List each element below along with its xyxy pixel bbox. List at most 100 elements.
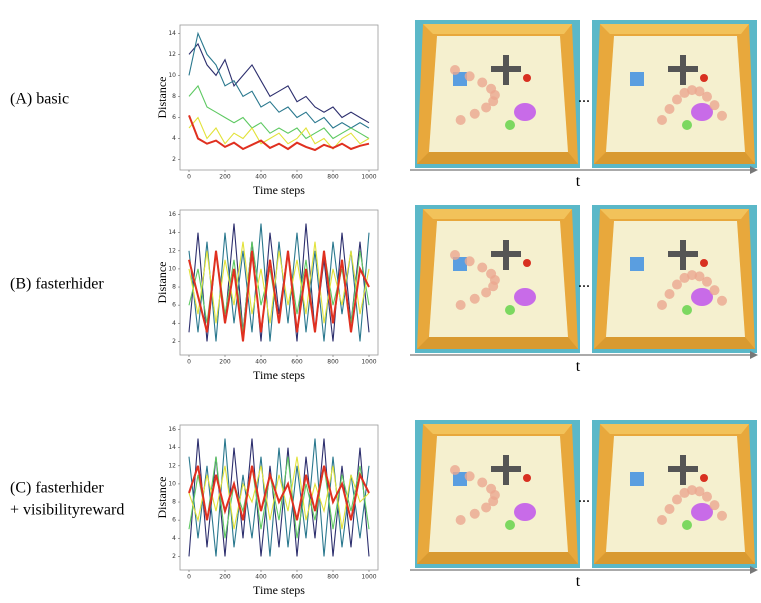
- wall-front: [594, 152, 755, 164]
- trail: [657, 115, 667, 125]
- ramp: [691, 103, 713, 121]
- trail: [672, 494, 682, 505]
- box: [630, 72, 644, 86]
- agent: [505, 305, 515, 315]
- trail: [672, 94, 682, 105]
- trail: [481, 102, 492, 113]
- trail: [488, 496, 499, 507]
- trail: [455, 515, 466, 525]
- cross-b: [491, 251, 521, 257]
- y-axis-label: Distance: [155, 262, 169, 304]
- trail: [709, 285, 720, 296]
- agent: [682, 305, 692, 315]
- x-tick-label: 600: [291, 174, 303, 181]
- y-tick-label: 10: [168, 265, 176, 272]
- y-tick-label: 12: [168, 51, 176, 58]
- y-tick-label: 4: [172, 535, 176, 542]
- x-tick-label: 200: [219, 574, 231, 581]
- trail: [702, 91, 712, 102]
- trail: [477, 77, 488, 88]
- trail: [477, 477, 488, 488]
- x-tick-label: 400: [255, 174, 267, 181]
- trail: [664, 289, 675, 300]
- time-label: t: [576, 173, 581, 190]
- ramp: [514, 103, 536, 121]
- y-tick-label: 8: [172, 284, 176, 291]
- trail: [455, 115, 466, 125]
- trail: [702, 491, 712, 502]
- ramp: [691, 503, 713, 521]
- agent: [700, 474, 708, 482]
- x-tick-label: 1000: [361, 574, 376, 581]
- scene: [592, 420, 757, 568]
- trail: [664, 104, 675, 115]
- cross-b: [491, 466, 521, 472]
- trail: [481, 287, 492, 298]
- row-label: + visibilityreward: [10, 502, 124, 519]
- trail: [481, 502, 492, 513]
- x-tick-label: 1000: [361, 174, 376, 181]
- agent: [505, 520, 515, 530]
- scene: [592, 20, 757, 168]
- plot-frame: [179, 209, 379, 356]
- x-tick-label: 400: [255, 574, 267, 581]
- y-tick-label: 4: [172, 320, 176, 327]
- scene: [592, 205, 757, 353]
- series-line: [188, 115, 370, 152]
- trail: [455, 300, 466, 310]
- box: [453, 472, 467, 486]
- trail: [657, 300, 667, 310]
- ramp: [514, 288, 536, 306]
- agent: [505, 120, 515, 130]
- cross-b: [668, 466, 698, 472]
- y-tick-label: 2: [172, 338, 176, 345]
- agent: [523, 474, 531, 482]
- trail: [717, 295, 727, 306]
- trail: [657, 515, 667, 525]
- floor: [606, 36, 745, 152]
- row-label: (A) basic: [10, 91, 69, 108]
- trail: [488, 96, 499, 107]
- x-tick-label: 0: [187, 174, 191, 181]
- wall-top: [423, 424, 572, 434]
- agent: [700, 259, 708, 267]
- wall-top: [423, 24, 572, 34]
- wall-front: [594, 337, 755, 349]
- y-tick-label: 10: [168, 72, 176, 79]
- trail: [469, 508, 480, 519]
- series-line: [188, 31, 370, 129]
- scene: [415, 205, 580, 353]
- y-tick-label: 2: [172, 156, 176, 163]
- y-tick-label: 6: [172, 114, 176, 121]
- trail: [694, 271, 705, 282]
- time-label: t: [576, 358, 581, 375]
- trail: [717, 510, 727, 521]
- series-line: [188, 465, 370, 521]
- box: [453, 257, 467, 271]
- y-tick-label: 4: [172, 135, 176, 142]
- x-tick-label: 1000: [361, 359, 376, 366]
- scene: [415, 420, 580, 568]
- cross-b: [668, 66, 698, 72]
- trail: [488, 281, 499, 292]
- y-tick-label: 12: [168, 462, 176, 469]
- series-line: [188, 84, 370, 140]
- x-tick-label: 200: [219, 359, 231, 366]
- trail: [709, 100, 720, 111]
- trail: [450, 65, 460, 75]
- series-line: [188, 438, 370, 557]
- trail: [469, 108, 480, 119]
- trail: [679, 272, 690, 283]
- trail: [450, 465, 460, 475]
- wall-top: [600, 424, 749, 434]
- wall-front: [417, 552, 578, 564]
- y-tick-label: 14: [168, 444, 176, 451]
- y-tick-label: 14: [168, 30, 176, 37]
- trail: [464, 256, 475, 267]
- trail: [464, 71, 475, 82]
- time-arrow: [750, 166, 758, 174]
- series-line: [188, 116, 370, 150]
- x-axis-label: Time steps: [253, 583, 305, 597]
- box: [453, 72, 467, 86]
- y-tick-label: 6: [172, 517, 176, 524]
